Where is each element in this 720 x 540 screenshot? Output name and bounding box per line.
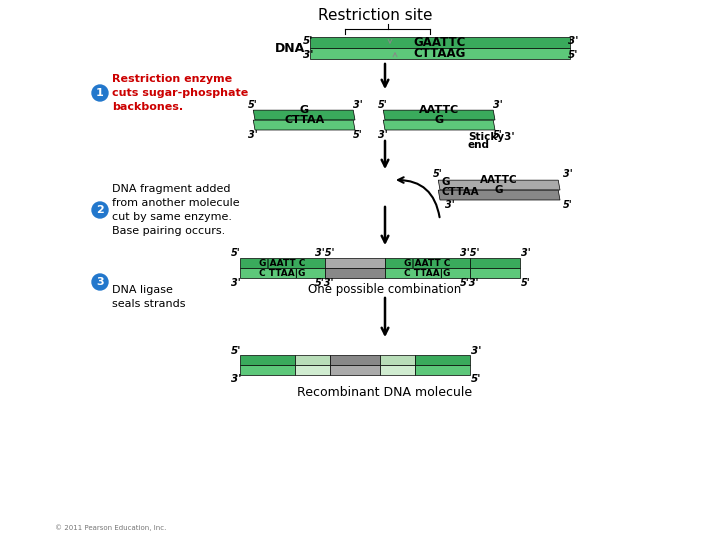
Polygon shape: [383, 110, 495, 120]
Text: G|AATT C: G|AATT C: [405, 259, 451, 267]
Bar: [310, 48, 570, 59]
Bar: [325, 258, 385, 268]
Text: G: G: [435, 115, 444, 125]
Text: 3': 3': [493, 100, 503, 110]
Circle shape: [92, 85, 108, 101]
Text: One possible combination: One possible combination: [308, 284, 462, 296]
Text: 3': 3': [378, 130, 388, 140]
Text: C TTAA|G: C TTAA|G: [405, 268, 451, 278]
Text: 3': 3': [471, 346, 481, 356]
Polygon shape: [438, 190, 560, 200]
Polygon shape: [253, 120, 355, 130]
Text: C TTAA|G: C TTAA|G: [259, 268, 306, 278]
Bar: [240, 258, 325, 268]
Text: Restriction enzyme
cuts sugar-phosphate
backbones.: Restriction enzyme cuts sugar-phosphate …: [112, 74, 248, 112]
Bar: [385, 268, 470, 278]
Bar: [470, 268, 520, 278]
Bar: [415, 365, 470, 375]
Text: 3': 3': [563, 169, 573, 179]
Text: 3'5': 3'5': [460, 248, 480, 258]
Text: end: end: [468, 140, 490, 150]
Text: Restriction site: Restriction site: [318, 8, 432, 23]
Text: G|AATT C: G|AATT C: [259, 259, 306, 267]
Text: CTTAA: CTTAA: [284, 115, 324, 125]
Text: CTTAA: CTTAA: [442, 187, 480, 197]
Text: G: G: [300, 105, 309, 115]
Text: 3': 3': [231, 374, 241, 384]
Text: © 2011 Pearson Education, Inc.: © 2011 Pearson Education, Inc.: [55, 525, 166, 531]
Bar: [240, 365, 295, 375]
Text: 5': 5': [378, 100, 388, 110]
Text: 3': 3': [521, 248, 531, 258]
Text: 5'3': 5'3': [460, 278, 480, 288]
Bar: [240, 268, 325, 278]
Text: 3'5': 3'5': [315, 248, 335, 258]
Text: 5': 5': [568, 51, 578, 60]
Text: 5': 5': [493, 130, 503, 140]
Text: 3': 3': [445, 200, 455, 210]
Text: DNA: DNA: [275, 42, 305, 55]
Text: 5': 5': [433, 169, 443, 179]
Text: G: G: [442, 177, 451, 187]
Text: Recombinant DNA molecule: Recombinant DNA molecule: [297, 386, 472, 399]
Polygon shape: [383, 120, 495, 130]
Polygon shape: [438, 180, 560, 190]
Text: DNA ligase
seals strands: DNA ligase seals strands: [112, 285, 186, 309]
Text: 3': 3': [568, 36, 578, 45]
Bar: [295, 365, 330, 375]
Polygon shape: [253, 110, 355, 120]
Bar: [310, 37, 570, 48]
Text: GAATTC: GAATTC: [414, 36, 466, 49]
Text: 5'3': 5'3': [315, 278, 335, 288]
Circle shape: [92, 274, 108, 290]
Text: 3': 3': [353, 100, 363, 110]
Text: Sticky3': Sticky3': [468, 132, 515, 142]
Text: 5': 5': [303, 36, 313, 45]
Text: CTTAAG: CTTAAG: [414, 47, 466, 60]
Text: AATTC: AATTC: [480, 175, 518, 185]
Text: 3: 3: [96, 277, 104, 287]
Text: 3': 3': [231, 278, 241, 288]
Bar: [330, 365, 380, 375]
Text: 5': 5': [471, 374, 481, 384]
Bar: [470, 258, 520, 268]
Text: AATTC: AATTC: [419, 105, 459, 115]
Bar: [240, 355, 295, 365]
Bar: [330, 355, 380, 365]
Circle shape: [92, 202, 108, 218]
Bar: [295, 355, 330, 365]
Text: 5': 5': [353, 130, 363, 140]
Text: 5': 5': [521, 278, 531, 288]
Bar: [380, 365, 415, 375]
Text: DNA fragment added
from another molecule
cut by same enzyme.
Base pairing occurs: DNA fragment added from another molecule…: [112, 184, 240, 236]
Bar: [385, 258, 470, 268]
Text: 2: 2: [96, 205, 104, 215]
Text: 3': 3': [303, 51, 313, 60]
Text: 5': 5': [231, 248, 241, 258]
Text: G: G: [495, 185, 503, 195]
Text: 5': 5': [248, 100, 258, 110]
Text: 5': 5': [563, 200, 573, 210]
Text: 5': 5': [231, 346, 241, 356]
Text: 3': 3': [248, 130, 258, 140]
Bar: [325, 268, 385, 278]
Bar: [415, 355, 470, 365]
Bar: [380, 355, 415, 365]
Text: 1: 1: [96, 88, 104, 98]
